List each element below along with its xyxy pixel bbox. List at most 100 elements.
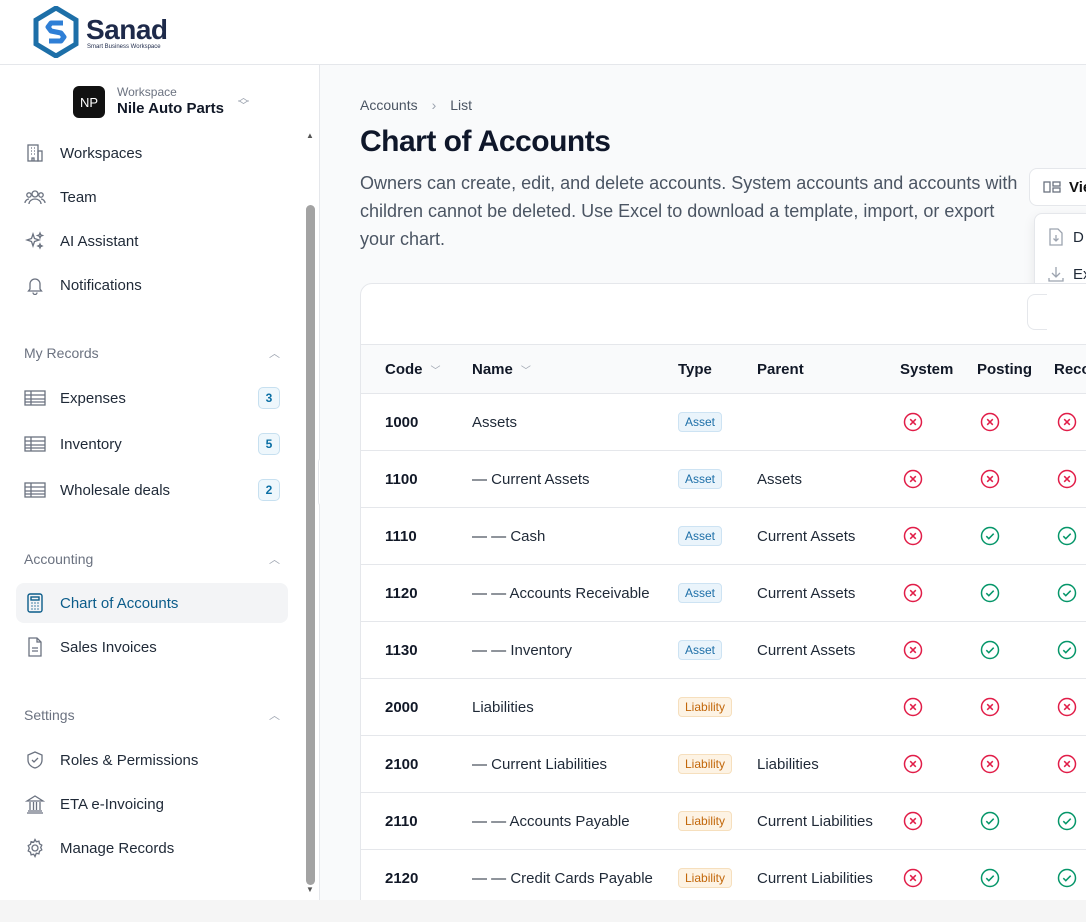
posting-status-cell [980,622,1000,678]
sidebar-item-manage-records[interactable]: Manage Records [16,828,288,868]
top-bar: Sanad Smart Business Workspace [0,0,1086,65]
reco-status-cell [1057,394,1077,450]
account-name: — Current Liabilities [472,755,608,773]
posting-status-cell [980,850,1000,900]
account-name: — — Accounts Receivable [472,584,650,602]
view-button[interactable]: Vie [1029,168,1086,206]
check-circle-icon [1057,868,1077,888]
chevron-up-icon: ︿ [269,554,280,566]
section-accounting[interactable]: Accounting ︿ [24,551,280,567]
chevron-down-icon: ﹀ [520,365,531,377]
sidebar-item-label: Roles & Permissions [60,751,199,769]
system-status-cell [903,622,923,678]
sidebar-item-roles-permissions[interactable]: Roles & Permissions [16,740,288,780]
system-status-cell [903,793,923,849]
page-title: Chart of Accounts [360,125,611,158]
reco-status-cell [1057,679,1077,735]
sidebar-item-label: Sales Invoices [60,638,157,656]
sidebar: NP Workspace Nile Auto Parts ︿ ﹀ Workspac… [0,65,320,900]
chevron-down-icon: ﹀ [430,365,441,377]
sidebar-item-chart-of-accounts[interactable]: Chart of Accounts [16,583,288,623]
account-code: 1120 [385,584,418,602]
system-status-cell [903,679,923,735]
account-parent: Current Assets [757,584,856,602]
document-icon [24,636,46,658]
sidebar-item-label: ETA e-Invoicing [60,795,164,813]
type-badge: Liability [678,868,733,888]
table-row[interactable]: 1130 — — Inventory Asset Current Assets [361,622,1086,679]
breadcrumb-accounts[interactable]: Accounts [360,97,418,113]
scroll-down-arrow[interactable]: ▼ [306,885,314,894]
section-title: My Records [24,345,99,361]
column-header-posting: Posting [977,360,1032,378]
system-status-cell [903,850,923,900]
x-circle-icon [903,583,923,603]
column-header-name[interactable]: Name ﹀ [472,345,531,393]
account-parent: Assets [757,470,803,488]
table-row[interactable]: 2110 — — Accounts Payable Liability Current… [361,793,1086,850]
gear-icon [24,837,46,859]
type-badge: Asset [678,640,723,660]
workspace-switcher[interactable]: NP Workspace Nile Auto Parts ︿ ﹀ [73,85,249,119]
sidebar-item-eta-e-invoicing[interactable]: ETA e-Invoicing [16,784,288,824]
account-code: 1110 [385,527,417,545]
account-name: — — Cash [472,527,546,545]
reco-status-cell [1057,451,1077,507]
posting-status-cell [980,679,1000,735]
account-type-cell: Liability [678,793,733,849]
count-badge: 5 [258,433,280,455]
account-parent: Current Liabilities [757,812,873,830]
x-circle-icon [903,868,923,888]
menu-download-template[interactable]: D [1047,227,1084,247]
check-circle-icon [1057,640,1077,660]
table-row[interactable]: 2120 — — Credit Cards Payable Liability Cur… [361,850,1086,900]
sidebar-item-ai-assistant[interactable]: AI Assistant [16,221,288,261]
sidebar-item-inventory[interactable]: Inventory 5 [16,424,288,464]
account-parent: Current Liabilities [757,869,873,887]
sidebar-item-expenses[interactable]: Expenses 3 [16,378,288,418]
sidebar-item-label: Team [60,188,97,206]
bottom-strip [0,900,1086,922]
table-row[interactable]: 2000 Liabilities Liability [361,679,1086,736]
section-my-records[interactable]: My Records ︿ [24,345,280,361]
table-icon [24,479,46,501]
table-icon [24,433,46,455]
type-badge: Asset [678,412,723,432]
column-header-reco: Reco [1054,360,1086,378]
sidebar-item-wholesale-deals[interactable]: Wholesale deals 2 [16,470,288,510]
check-circle-icon [1057,583,1077,603]
section-settings[interactable]: Settings ︿ [24,707,280,723]
sidebar-scrollbar-thumb[interactable] [306,205,315,885]
column-header-code[interactable]: Code ﹀ [385,345,441,393]
posting-status-cell [980,394,1000,450]
toolbar-button[interactable] [1027,294,1047,330]
table-row[interactable]: 1110 — — Cash Asset Current Assets [361,508,1086,565]
sidebar-item-team[interactable]: Team [16,177,288,217]
main-content: Accounts › List Chart of Accounts Owners… [320,65,1086,900]
sidebar-item-notifications[interactable]: Notifications [16,265,288,305]
account-code: 2110 [385,812,418,830]
column-header-system: System [900,360,954,378]
reco-status-cell [1057,508,1077,564]
check-circle-icon [980,640,1000,660]
menu-export[interactable]: Ex [1047,264,1086,284]
sanad-logo-icon [33,6,79,58]
brand-logo[interactable]: Sanad Smart Business Workspace [32,6,168,58]
building-icon [24,142,46,164]
table-row[interactable]: 1120 — — Accounts Receivable Asset Current … [361,565,1086,622]
x-circle-icon [1057,697,1077,717]
sidebar-item-label: Expenses [60,389,126,407]
account-name: — Current Assets [472,470,590,488]
table-row[interactable]: 1100 — Current Assets Asset Assets [361,451,1086,508]
chevron-up-icon: ︿ [269,710,280,722]
x-circle-icon [980,412,1000,432]
sidebar-item-workspaces[interactable]: Workspaces [16,133,288,173]
table-row[interactable]: 1000 Assets Asset [361,394,1086,451]
table-row[interactable]: 2100 — Current Liabilities Liability Liabil… [361,736,1086,793]
sidebar-item-label: Manage Records [60,839,175,857]
scroll-up-arrow[interactable]: ▲ [306,131,314,140]
team-icon [24,186,46,208]
sidebar-item-sales-invoices[interactable]: Sales Invoices [16,627,288,667]
view-button-label: Vie [1069,178,1086,196]
view-columns-icon [1043,180,1061,194]
